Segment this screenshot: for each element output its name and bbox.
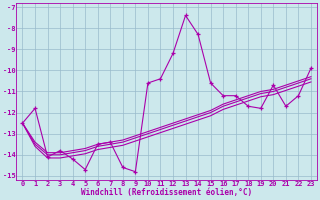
X-axis label: Windchill (Refroidissement éolien,°C): Windchill (Refroidissement éolien,°C): [81, 188, 252, 197]
